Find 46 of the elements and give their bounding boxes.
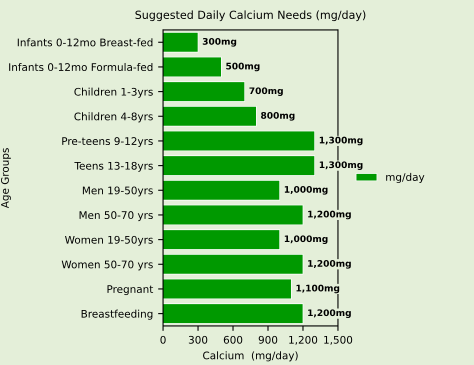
data-label: 500mg: [226, 62, 260, 72]
bar: [163, 130, 315, 152]
bar: [163, 155, 315, 176]
x-tick-label: 300: [188, 336, 208, 344]
y-tick-label: Breastfeeding: [82, 310, 152, 320]
x-tick-label: 1,500: [324, 336, 352, 345]
bar: [163, 229, 280, 250]
bar: [163, 81, 246, 102]
bar: [163, 180, 280, 200]
bar: [163, 303, 304, 324]
bar: [163, 278, 292, 300]
legend-label: mg/day: [386, 172, 424, 183]
y-tick-label: Children 1-3yrs: [74, 88, 153, 98]
data-label: 1,200mg: [308, 260, 351, 269]
y-tick-label: Children 4-8yrs: [74, 112, 153, 122]
x-axis-title: Calcium (mg/day): [203, 351, 298, 362]
data-label: 800mg: [261, 112, 294, 121]
y-tick-label: Men 50-70 yrs: [80, 211, 153, 222]
y-axis-title: Age Groups: [0, 148, 11, 208]
data-label: 1,200mg: [308, 210, 351, 220]
data-label: 1,000mg: [284, 235, 328, 244]
x-tick-label: 0: [160, 336, 166, 344]
bar: [163, 254, 304, 274]
chart-title: Suggested Daily Calcium Needs (mg/day): [135, 10, 366, 22]
bar: [163, 204, 304, 226]
bar: [163, 56, 222, 78]
y-tick-label: Infants 0-12mo Breast-fed: [18, 38, 152, 46]
data-label: 1,100mg: [296, 284, 340, 294]
y-tick-label: Infants 0-12mo Formula-fed: [9, 62, 152, 72]
bar: [163, 32, 198, 52]
data-label: 1,200mg: [308, 309, 351, 318]
x-tick-label: 900: [258, 336, 278, 344]
x-tick-label: 600: [224, 336, 242, 344]
y-tick-label: Women 50-70 yrs: [62, 260, 153, 270]
data-label: 700mg: [249, 87, 283, 96]
data-label: 300mg: [202, 38, 236, 47]
y-tick-label: Pregnant: [108, 285, 154, 296]
y-tick-label: Teens 13-18yrs: [74, 162, 153, 172]
y-tick-label: Pre-teens 9-12yrs: [62, 137, 153, 148]
y-tick-label: Women 19-50yrs: [65, 236, 153, 246]
x-tick-label: 1,200: [289, 336, 318, 345]
data-label: 1,300mg: [320, 136, 362, 146]
data-label: 1,000mg: [284, 186, 328, 195]
y-tick-label: Men 19-50yrs: [82, 186, 153, 196]
bar: [163, 106, 257, 126]
data-label: 1,300mg: [320, 161, 362, 170]
